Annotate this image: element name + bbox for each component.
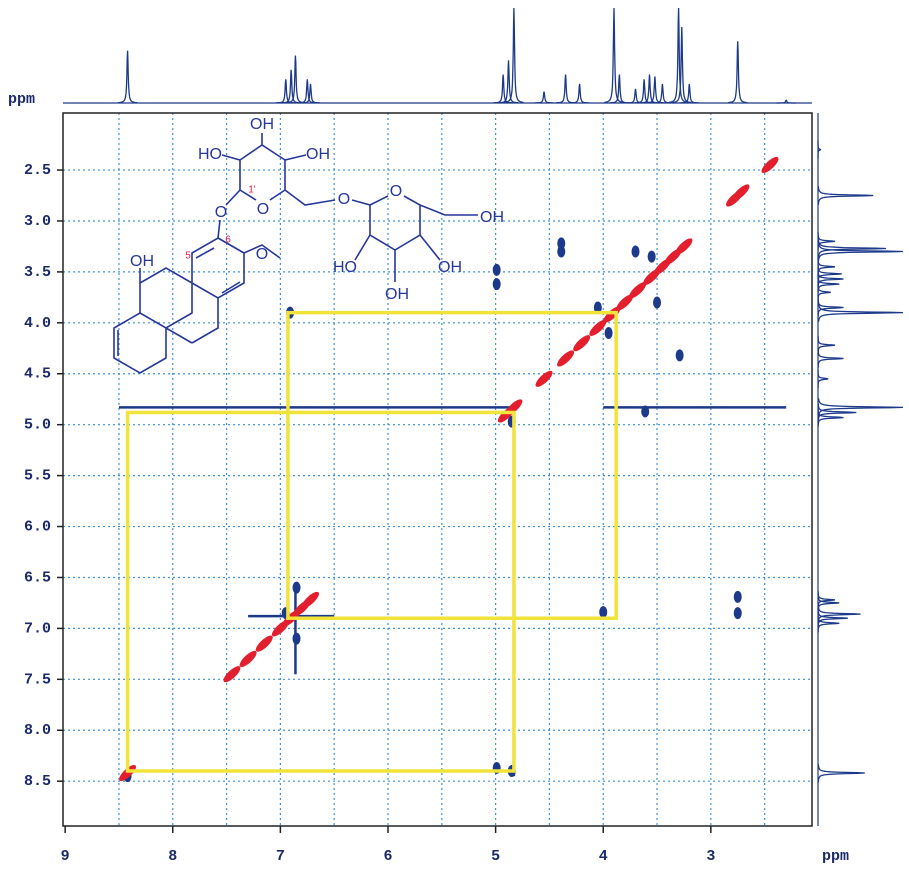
structure-label: OH — [438, 259, 462, 276]
diagonal-peak — [253, 633, 275, 654]
structure-label: O — [338, 191, 350, 208]
cross-peak — [648, 251, 656, 263]
connection — [128, 412, 514, 771]
x-tick-label: 6 — [383, 848, 392, 865]
diagonal-peak — [730, 182, 752, 203]
y-tick-label: 3.5 — [24, 264, 51, 281]
cross-peak — [734, 607, 742, 619]
y-tick-label: 7.5 — [24, 671, 51, 688]
y-tick-label: 4.0 — [24, 315, 51, 332]
diagonal-peak — [221, 664, 243, 685]
x-tick-label: 4 — [599, 848, 608, 865]
y-tick-label: 2.5 — [24, 162, 51, 179]
structure-label: HO — [198, 146, 222, 163]
cross-peak — [641, 405, 649, 417]
right-projection-peak — [818, 370, 828, 388]
right-projection-peak — [818, 605, 860, 623]
structure-label: 5 — [185, 251, 191, 262]
y-tick-label: 4.5 — [24, 366, 51, 383]
x-tick-label: 7 — [276, 848, 285, 865]
y-tick-label: 5.0 — [24, 417, 51, 434]
top-projection-peak — [298, 79, 317, 103]
structure-label: OH — [250, 116, 274, 133]
cross-peak — [676, 349, 684, 361]
structure-bonds — [114, 133, 478, 373]
top-projection-peak — [534, 92, 553, 103]
plot-frame — [63, 113, 812, 826]
diagonal-peak — [571, 333, 593, 354]
structure-label: O — [215, 204, 227, 221]
structure-label: 1' — [248, 185, 256, 196]
right-projection-peak — [818, 594, 839, 612]
cross-peak — [293, 633, 301, 645]
cross-peak — [293, 582, 301, 594]
structure-label: 6 — [225, 235, 231, 246]
structure-label: O — [257, 201, 269, 218]
cross-peak — [599, 606, 607, 618]
nmr-figure: 9 8 7 6 5 4 3 2.5 3.0 3.5 4.0 4.5 5.0 5.5 6.0 6.5 7.0 7.5… — [0, 0, 909, 870]
right-projection-peak — [818, 336, 835, 354]
y-tick-label: 8.5 — [24, 773, 51, 790]
y-tick-label: 6.5 — [24, 569, 51, 586]
top-projection-peak — [570, 84, 589, 103]
y-tick-label: 3.0 — [24, 213, 51, 230]
structure-label: OH — [480, 209, 504, 226]
top-projection-peak — [604, 8, 623, 102]
top-projection-peak — [118, 51, 137, 103]
top-projection-peak — [556, 75, 575, 103]
diagonal-peak — [759, 155, 781, 176]
top-projection-peak — [669, 8, 688, 102]
top-projection-peak — [301, 84, 320, 103]
right-projection-peak — [819, 242, 904, 260]
right-projection-peak — [818, 349, 843, 367]
diagonal-peak — [237, 649, 259, 670]
right-projection-peak — [818, 186, 873, 204]
structure-label: OH — [130, 253, 154, 270]
structure-label: O — [390, 183, 402, 200]
diagonal-peak — [533, 368, 555, 389]
x-tick-label: 9 — [61, 848, 70, 865]
cross-peak — [493, 278, 501, 290]
cross-peak — [605, 327, 613, 339]
right-projection-peak — [818, 591, 835, 609]
y-axis-label: ppm — [8, 91, 35, 108]
y-tick-label: 6.0 — [24, 519, 51, 536]
y-tick-label: 7.0 — [24, 620, 51, 637]
y-tick-label: 8.0 — [24, 722, 51, 739]
diagonal-peak — [673, 236, 695, 257]
cross-peak — [653, 296, 661, 308]
structure-label: OH — [385, 286, 409, 303]
x-tick-label: 3 — [706, 848, 715, 865]
structure-label: OH — [306, 146, 330, 163]
cross-peak — [632, 246, 640, 258]
x-tick-label: 8 — [168, 848, 177, 865]
structure-label: O — [256, 246, 268, 263]
top-projection-peak — [286, 56, 305, 103]
top-projection-peak — [728, 41, 747, 102]
right-projection-peak — [818, 764, 865, 782]
y-tick-label: 5.5 — [24, 468, 51, 485]
x-tick-label: 5 — [491, 848, 500, 865]
cross-peak — [493, 264, 501, 276]
cross-peak — [734, 591, 742, 603]
diagonal-peak — [300, 589, 322, 610]
structure-label: HO — [333, 259, 357, 276]
x-axis-label: ppm — [822, 848, 849, 865]
cross-peak — [557, 246, 565, 258]
diagonal-peak — [555, 348, 577, 369]
plot: 9 8 7 6 5 4 3 2.5 3.0 3.5 4.0 4.5 5.0 5.5 6.0 6.5 7.0 7.5… — [24, 8, 903, 865]
